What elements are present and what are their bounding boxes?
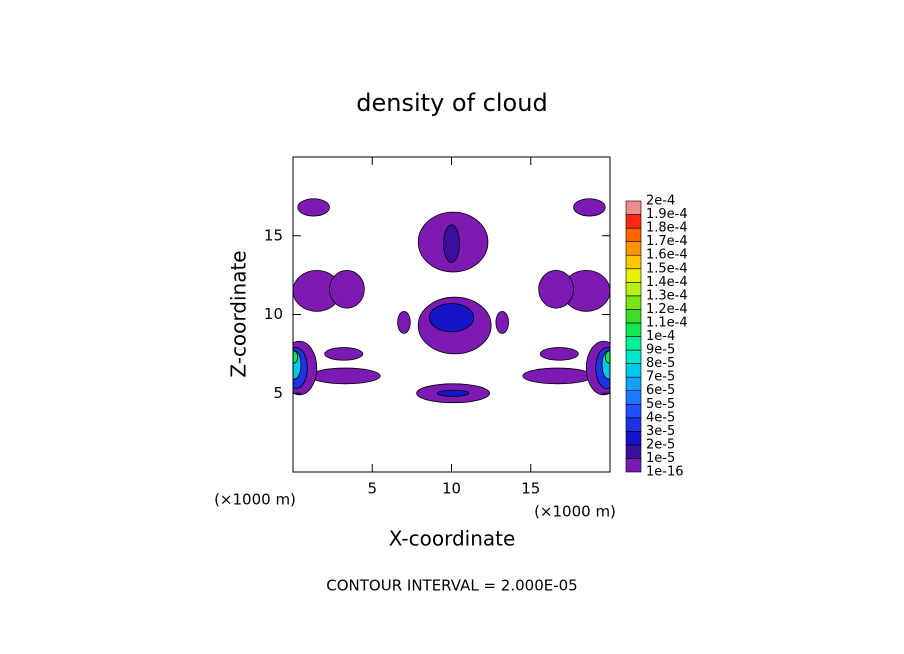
colorbar-swatch [625,309,642,324]
contour-region [573,198,606,217]
colorbar-swatch [625,431,642,446]
colorbar-label: 1e-16 [646,465,684,480]
colorbar-label: 9e-5 [646,343,675,358]
colorbar-swatch [625,458,642,473]
colorbar-swatch [625,363,642,378]
colorbar-swatch [625,200,642,215]
colorbar-swatch [625,268,642,283]
colorbar-label: 2e-4 [646,194,675,209]
contour-region [293,350,299,364]
colorbar-label: 2e-5 [646,437,675,452]
chart-title: density of cloud [356,89,547,117]
y-tick-label: 15 [264,226,283,244]
y-tick-label: 5 [273,384,283,402]
colorbar-swatch [625,417,642,432]
colorbar-label: 1.2e-4 [646,302,688,317]
contour-region [428,303,475,333]
colorbar-label: 1.6e-4 [646,248,688,263]
colorbar-label: 1e-5 [646,451,675,466]
colorbar-label: 1.1e-4 [646,315,688,330]
contour-region [495,310,509,334]
colorbar-label: 1.5e-4 [646,261,688,276]
colorbar-swatch [625,403,642,419]
colorbar-swatch [625,390,642,405]
x-axis-title: X-coordinate [389,527,516,551]
colorbar-label: 1.4e-4 [646,275,688,290]
x-tick-label: 5 [367,480,377,498]
contour-region [297,198,330,217]
colorbar-label: 5e-5 [646,397,675,412]
colorbar-swatch [625,254,642,270]
colorbar-swatch [625,349,642,364]
colorbar-label: 8e-5 [646,356,675,371]
colorbar-swatch [625,336,642,351]
colorbar-label: 7e-5 [646,370,675,385]
colorbar-label: 4e-5 [646,410,675,425]
colorbar-swatch [625,227,642,242]
contour-region [522,367,593,385]
x-tick-label: 15 [521,480,540,498]
colorbar-label: 1.8e-4 [646,221,688,236]
colorbar-label: 1.7e-4 [646,234,688,249]
colorbar-swatch [625,214,642,229]
colorbar-label: 1.3e-4 [646,288,688,303]
contour-interval: CONTOUR INTERVAL = 2.000E-05 [326,577,577,595]
colorbar-swatch [625,241,642,256]
colorbar-swatch [625,322,642,337]
plot-area [293,198,610,404]
y-axis-title: Z-coordinate [227,250,251,377]
colorbar-swatch [625,444,642,459]
contour-region [443,224,460,263]
y-tick-label: 10 [264,305,283,323]
contour-region [538,269,574,309]
colorbar-label: 1e-4 [646,329,675,344]
y-unit: (×1000 m) [534,503,616,521]
contour-region [539,347,579,361]
x-unit: (×1000 m) [214,491,296,509]
contour-region [397,310,411,334]
contour-region [436,389,470,397]
colorbar-label: 3e-5 [646,424,675,439]
colorbar-swatch [625,376,642,391]
x-tick-label: 10 [442,480,461,498]
colorbar-label: 6e-5 [646,383,675,398]
colorbar-swatch [625,281,642,297]
contour-region [310,367,381,385]
colorbar-label: 1.9e-4 [646,207,688,222]
contour-region [324,347,364,361]
contour-region [329,269,365,309]
colorbar-swatch [625,295,642,310]
